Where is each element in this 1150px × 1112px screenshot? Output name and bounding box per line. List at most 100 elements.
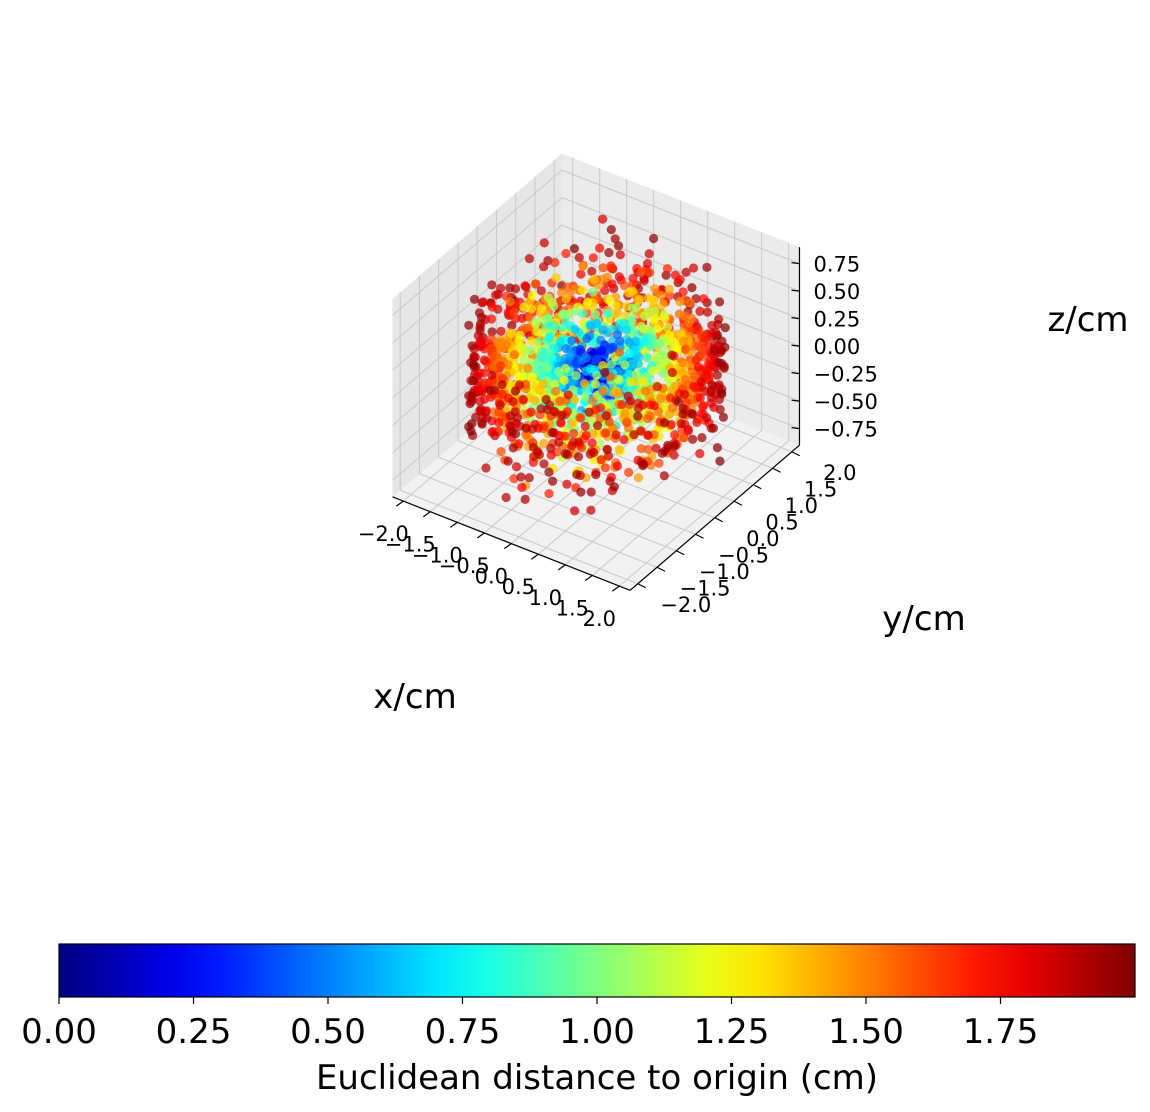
scatter-point <box>503 456 513 466</box>
scatter-point <box>512 413 523 423</box>
scatter-point <box>531 317 542 327</box>
scatter-point <box>505 411 515 421</box>
scatter-point <box>688 409 698 419</box>
scatter-point <box>538 379 548 389</box>
scatter-point <box>475 386 485 396</box>
scatter-point <box>577 285 588 295</box>
scatter-point <box>566 349 576 359</box>
grid-line <box>392 197 563 344</box>
scatter-point <box>643 414 653 424</box>
scatter-point <box>494 417 504 428</box>
scatter-point <box>679 432 689 443</box>
scatter-point <box>481 463 491 473</box>
x-tick-mark <box>557 564 566 571</box>
scatter-point <box>695 393 705 403</box>
scatter-point <box>570 284 580 294</box>
x-tick-label: −0.5 <box>439 554 490 578</box>
scatter-point <box>571 371 581 381</box>
y-tick-label: −0.5 <box>718 543 769 567</box>
colorbar-tick-label: 0.25 <box>156 1012 232 1052</box>
scatter-point <box>636 267 647 277</box>
scatter-point <box>678 287 688 297</box>
scatter-point <box>650 284 660 294</box>
scatter-point <box>496 283 506 293</box>
scatter-point <box>525 346 535 356</box>
scatter-point <box>620 360 630 370</box>
scatter-point <box>524 473 534 483</box>
scatter-point <box>714 314 724 324</box>
scatter-point <box>658 299 668 309</box>
scatter-point <box>615 347 625 357</box>
scatter-point <box>638 461 648 471</box>
scatter-point <box>660 418 670 428</box>
scatter-point <box>714 358 724 368</box>
scatter-point <box>469 360 479 370</box>
scatter-point <box>558 309 568 319</box>
scatter-point <box>621 325 632 335</box>
scatter-point <box>525 312 535 323</box>
x-tick-mark <box>530 553 539 560</box>
scatter-point <box>696 377 706 387</box>
scatter-point <box>487 302 497 312</box>
scatter-point <box>476 404 486 414</box>
x-tick-label: −2.0 <box>358 522 409 546</box>
scatter-point <box>510 386 520 396</box>
scatter-point <box>497 379 507 390</box>
scatter-point <box>559 375 569 385</box>
scatter-point <box>622 384 632 394</box>
scatter-point <box>467 341 477 351</box>
scatter-point <box>501 340 512 350</box>
scatter-point <box>530 395 540 405</box>
grid-line <box>400 489 638 585</box>
colorbar-tick-label: 1.75 <box>963 1012 1039 1052</box>
scatter-point <box>561 248 571 259</box>
scatter-point <box>620 281 630 291</box>
scatter-point <box>576 487 586 497</box>
scatter-point <box>697 433 707 443</box>
scatter-point <box>543 293 554 303</box>
colorbar-tick-label: 0.50 <box>290 1012 366 1052</box>
scatter-point <box>696 345 706 355</box>
y-axis-ticks: −2.0−1.5−1.0−0.50.00.51.01.52.0 <box>637 451 857 617</box>
scatter-point <box>702 413 712 423</box>
scatter-point <box>606 225 616 235</box>
scatter-point <box>581 430 591 441</box>
scatter-point <box>494 407 504 417</box>
scatter-point <box>521 423 531 433</box>
scatter-point <box>549 406 559 417</box>
scatter-point <box>702 307 713 317</box>
scatter-point <box>591 470 601 480</box>
scatter-point <box>688 263 699 273</box>
x-axis-ticks: −2.0−1.5−1.0−0.50.00.51.01.52.0 <box>358 500 620 631</box>
scatter-point <box>593 421 603 431</box>
colorbar-tick-label: 1.50 <box>828 1012 904 1052</box>
scatter-point <box>614 374 624 384</box>
scatter-point <box>560 363 571 374</box>
x-tick-label: −1.5 <box>385 533 436 557</box>
scatter-point <box>695 306 705 316</box>
scatter-point <box>554 430 564 441</box>
scatter-point <box>706 387 716 397</box>
z-tick-label: 0.00 <box>814 335 861 359</box>
scatter-point <box>535 351 545 361</box>
scatter-point <box>702 262 712 272</box>
scatter-point <box>643 307 653 317</box>
scatter-point <box>602 309 613 319</box>
scatter-point <box>503 360 513 370</box>
scatter-point <box>590 309 601 319</box>
scatter-point <box>544 489 554 499</box>
y-tick-label: −1.0 <box>699 560 750 584</box>
scatter-point <box>515 330 525 340</box>
y-tick-label: 0.5 <box>765 510 798 534</box>
colorbar-tick-label: 1.25 <box>694 1012 770 1052</box>
scatter-point <box>600 463 611 473</box>
y-tick-mark <box>733 500 743 506</box>
scatter-point <box>567 336 577 346</box>
scatter-point <box>675 297 685 307</box>
scatter-point <box>507 320 517 330</box>
y-tick-mark <box>714 517 724 523</box>
scatter-point <box>588 396 598 406</box>
grid-line <box>392 169 563 316</box>
scatter-point <box>560 449 570 459</box>
z-tick-mark <box>791 317 800 320</box>
